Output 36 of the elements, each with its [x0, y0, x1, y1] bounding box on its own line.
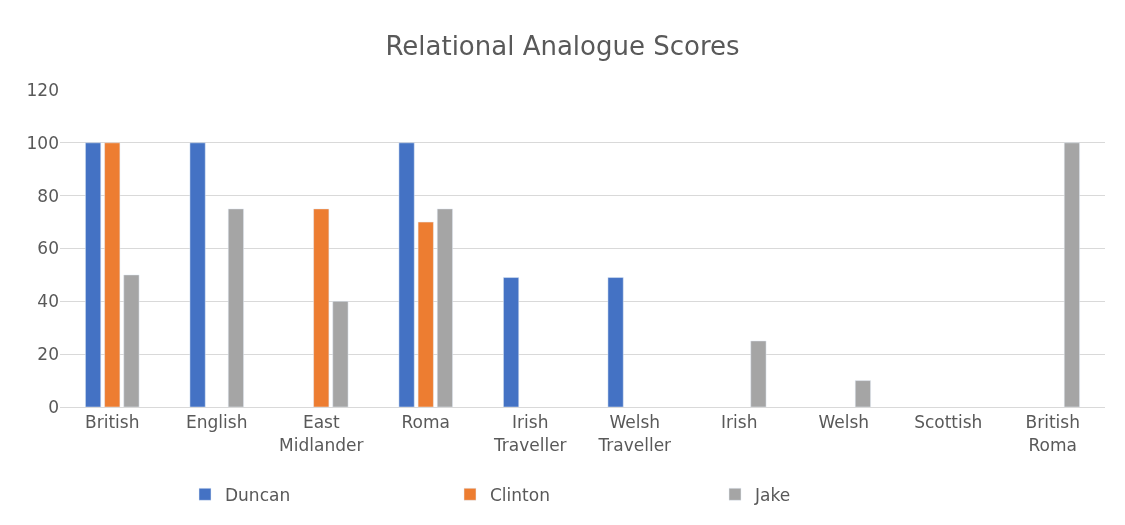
y-tick-label: 80	[37, 185, 59, 206]
x-tick-label: Irish Traveller	[492, 412, 567, 455]
x-tick-label: Welsh Traveller	[597, 412, 672, 455]
x-tick-label: Welsh	[818, 412, 870, 433]
x-tick-label: British Roma	[1025, 412, 1080, 455]
x-tick-label: East Midlander	[279, 412, 364, 455]
bar	[1063, 142, 1080, 407]
x-tick-label: British	[85, 412, 140, 433]
x-tick-label: Roma	[401, 412, 450, 433]
bar	[313, 208, 330, 407]
bar	[437, 208, 453, 407]
bar	[855, 380, 871, 407]
y-tick-label: 120	[26, 79, 59, 100]
bar	[607, 277, 624, 407]
x-tick-label: English	[186, 412, 248, 433]
bar	[503, 277, 519, 407]
bar	[417, 221, 434, 407]
bar	[228, 208, 244, 407]
y-tick-label: 20	[37, 344, 59, 365]
bar	[85, 142, 101, 407]
y-tick-label: 0	[48, 396, 59, 417]
legend-label: Clinton	[490, 484, 550, 505]
bar	[189, 142, 206, 407]
y-tick-label: 40	[37, 291, 59, 312]
bar	[398, 142, 415, 407]
legend-label: Duncan	[225, 484, 291, 505]
bar	[104, 142, 121, 407]
y-tick-label: 100	[26, 132, 59, 153]
x-tick-label: Irish	[721, 412, 758, 433]
legend-label: Jake	[754, 484, 791, 505]
bar	[332, 301, 349, 407]
chart-title: Relational Analogue Scores	[385, 30, 740, 61]
x-tick-label: Scottish	[914, 412, 983, 433]
y-tick-label: 60	[37, 238, 59, 259]
bar	[123, 274, 140, 407]
bar	[750, 340, 767, 407]
